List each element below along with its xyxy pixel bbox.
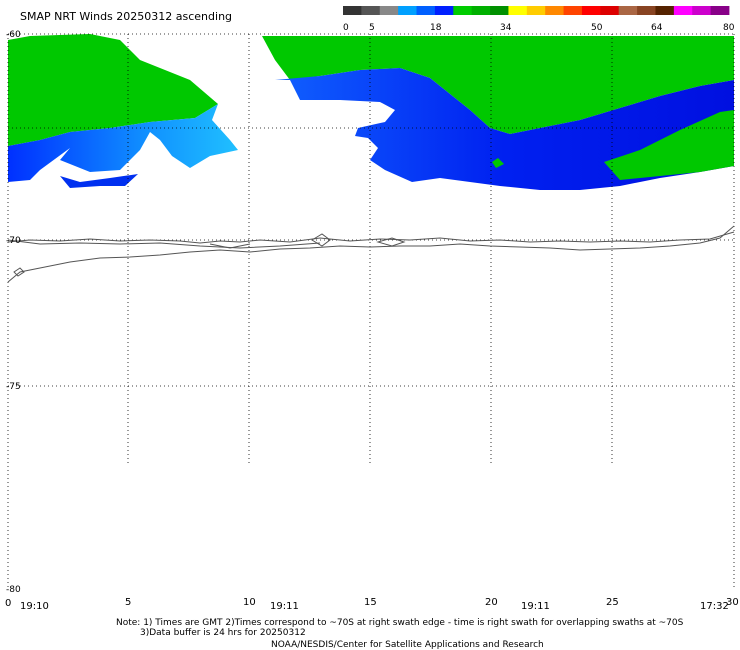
- y-label-80: -80: [6, 585, 21, 595]
- colorbar-segment: [710, 6, 730, 15]
- time-label: 19:11: [521, 601, 550, 612]
- colorbar-label: 80: [723, 23, 735, 33]
- x-label-10: 10: [243, 597, 256, 608]
- time-label: 19:11: [270, 601, 299, 612]
- note-line-1: Note: 1) Times are GMT 2)Times correspon…: [116, 618, 684, 628]
- colorbar-segment: [692, 6, 712, 15]
- colorbar-segment: [526, 6, 546, 15]
- x-label-30: 30: [726, 597, 739, 608]
- note-line-2: 3)Data buffer is 24 hrs for 20250312: [140, 628, 306, 638]
- wind-field: [8, 34, 734, 190]
- y-label-60: -60: [6, 30, 21, 40]
- wind-region-green-speck: [492, 158, 504, 168]
- x-label-15: 15: [364, 597, 377, 608]
- colorbar-label: 64: [651, 23, 663, 33]
- grid: [7, 33, 735, 590]
- wind-region-green-right: [262, 36, 734, 134]
- colorbar-segment: [343, 6, 362, 15]
- y-label-70: -70: [6, 236, 21, 246]
- y-label-75: -75: [6, 382, 21, 392]
- colorbar: [343, 6, 730, 15]
- colorbar-segment: [416, 6, 436, 15]
- colorbar-segment: [600, 6, 620, 15]
- colorbar-segment: [508, 6, 528, 15]
- colorbar-segment: [434, 6, 454, 15]
- wind-region-green-lower-right: [604, 110, 734, 180]
- colorbar-segment: [545, 6, 564, 15]
- coastline: [7, 225, 735, 283]
- time-label: 19:10: [20, 601, 49, 612]
- colorbar-labels: 0 5 18 34 50 64 80: [343, 23, 735, 33]
- colorbar-segment: [673, 6, 693, 15]
- colorbar-segment: [379, 6, 399, 15]
- colorbar-label: 0: [343, 23, 349, 33]
- colorbar-segment: [618, 6, 638, 15]
- x-axis-labels: 0 5 10 15 20 25 30: [5, 597, 739, 609]
- colorbar-segment: [471, 6, 491, 15]
- wind-region-blue-left: [8, 104, 238, 182]
- note-line-3: NOAA/NESDIS/Center for Satellite Applica…: [271, 640, 544, 650]
- wind-region-green-left: [8, 34, 218, 146]
- y-axis-labels: -60 -70 -75 -80: [6, 30, 21, 595]
- colorbar-segment: [453, 6, 473, 15]
- colorbar-segment: [563, 6, 583, 15]
- colorbar-label: 34: [500, 23, 512, 33]
- map-title: SMAP NRT Winds 20250312 ascending: [20, 10, 232, 23]
- colorbar-segment: [637, 6, 656, 15]
- x-label-0: 0: [5, 598, 11, 609]
- colorbar-segment: [655, 6, 675, 15]
- colorbar-segment: [398, 6, 417, 15]
- colorbar-label: 18: [430, 23, 442, 33]
- x-label-25: 25: [606, 597, 619, 608]
- x-label-20: 20: [485, 597, 498, 608]
- time-labels: 19:10 19:11 19:11 17:32: [20, 601, 729, 612]
- time-label: 17:32: [700, 601, 729, 612]
- x-label-5: 5: [125, 597, 131, 608]
- colorbar-segment: [581, 6, 601, 15]
- wind-region-blue-left-tail: [60, 174, 138, 188]
- colorbar-segment: [490, 6, 509, 15]
- colorbar-label: 5: [369, 23, 375, 33]
- colorbar-label: 50: [591, 23, 603, 33]
- colorbar-segment: [361, 6, 381, 15]
